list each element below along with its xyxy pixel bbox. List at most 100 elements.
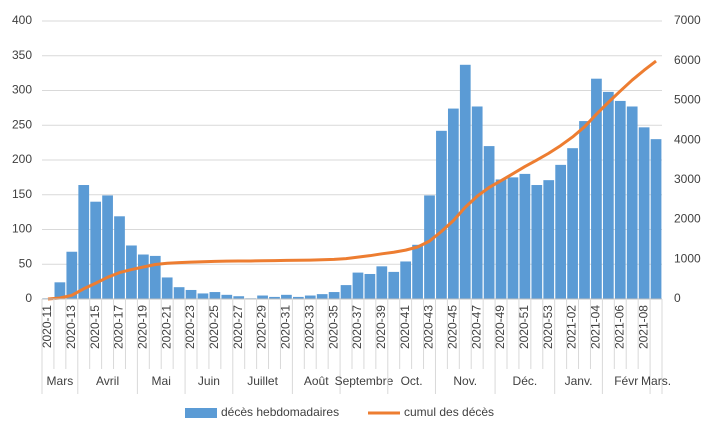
month-label: Nov. bbox=[453, 374, 477, 388]
bar bbox=[412, 244, 423, 299]
y2-tick-label: 0 bbox=[674, 291, 681, 305]
y-tick-label: 200 bbox=[12, 152, 32, 166]
bar bbox=[483, 146, 495, 299]
x-tick-label: 2021-02 bbox=[565, 305, 579, 349]
x-tick-label: 2020-31 bbox=[279, 305, 293, 349]
bar bbox=[66, 251, 78, 299]
y-tick-label: 50 bbox=[19, 256, 33, 270]
bar bbox=[400, 261, 412, 299]
month-label: Août bbox=[304, 374, 329, 388]
month-label: Févr bbox=[614, 374, 638, 388]
bar bbox=[352, 272, 364, 299]
x-tick-label: 2020-27 bbox=[231, 305, 245, 349]
y2-tick-label: 6000 bbox=[674, 53, 701, 67]
x-tick-label: 2020-43 bbox=[422, 305, 436, 349]
x-tick-label: 2020-29 bbox=[255, 305, 269, 349]
y-tick-label: 400 bbox=[12, 13, 32, 27]
bar bbox=[436, 130, 447, 299]
y-tick-label: 250 bbox=[12, 117, 32, 131]
bar bbox=[447, 108, 459, 299]
x-tick-label: 2020-49 bbox=[493, 305, 507, 349]
x-tick-label: 2020-35 bbox=[326, 305, 340, 349]
x-tick-label: 2020-39 bbox=[374, 305, 388, 349]
bar bbox=[519, 173, 531, 299]
month-label: Mai bbox=[152, 374, 171, 388]
bar bbox=[221, 294, 233, 299]
bar bbox=[78, 185, 90, 299]
bar bbox=[185, 289, 197, 299]
x-tick-label: 2020-13 bbox=[64, 305, 78, 349]
legend-swatch bbox=[185, 408, 217, 418]
y2-tick-label: 1000 bbox=[674, 251, 701, 265]
month-label: Septembre bbox=[335, 374, 394, 388]
bar bbox=[459, 64, 471, 299]
bar bbox=[495, 179, 507, 299]
bar bbox=[388, 271, 400, 299]
bar bbox=[209, 292, 221, 299]
x-tick-label: 2020-17 bbox=[112, 305, 126, 349]
bar bbox=[579, 121, 590, 299]
bar bbox=[376, 266, 388, 299]
bar bbox=[161, 277, 173, 299]
month-label: Janv. bbox=[565, 374, 593, 388]
x-tick-label: 2020-53 bbox=[541, 305, 555, 349]
x-tick-label: 2020-51 bbox=[517, 305, 531, 349]
x-tick-label: 2020-19 bbox=[136, 305, 150, 349]
x-tick-label: 2021-08 bbox=[636, 305, 650, 349]
month-label: Mars. bbox=[641, 374, 671, 388]
y2-tick-label: 5000 bbox=[674, 93, 701, 107]
bar bbox=[567, 148, 578, 299]
bar bbox=[114, 216, 125, 299]
bar bbox=[507, 177, 519, 299]
bar bbox=[233, 296, 245, 299]
bar bbox=[197, 293, 209, 299]
bar bbox=[531, 185, 543, 299]
month-label: Oct. bbox=[401, 374, 423, 388]
x-tick-label: 2020-21 bbox=[159, 305, 173, 349]
y-tick-label: 300 bbox=[12, 83, 32, 97]
bar bbox=[102, 195, 113, 299]
bar bbox=[591, 78, 602, 299]
month-label: Déc. bbox=[513, 374, 538, 388]
bar bbox=[54, 282, 66, 299]
month-label: Avril bbox=[96, 374, 119, 388]
x-tick-label: 2020-25 bbox=[207, 305, 221, 349]
bar bbox=[304, 295, 316, 299]
x-tick-label: 2021-04 bbox=[589, 305, 603, 349]
x-tick-label: 2021-06 bbox=[612, 305, 626, 349]
bar bbox=[90, 201, 102, 299]
y2-tick-label: 7000 bbox=[674, 13, 701, 27]
month-label: Juin bbox=[198, 374, 220, 388]
bar bbox=[471, 106, 483, 299]
bar bbox=[555, 164, 567, 299]
bar bbox=[614, 100, 626, 299]
bar bbox=[316, 294, 328, 299]
bar bbox=[281, 294, 292, 299]
bar bbox=[638, 127, 650, 300]
x-tick-label: 2020-11 bbox=[40, 305, 54, 348]
bar bbox=[626, 106, 638, 299]
legend-label: cumul des décès bbox=[404, 405, 494, 419]
line bbox=[47, 59, 657, 301]
bar bbox=[137, 254, 149, 299]
x-tick-label: 2020-45 bbox=[446, 305, 460, 349]
y-tick-label: 0 bbox=[25, 291, 32, 305]
month-label: Juillet bbox=[247, 374, 278, 388]
bar bbox=[126, 245, 137, 299]
bar bbox=[602, 91, 614, 299]
y-tick-label: 350 bbox=[12, 48, 32, 62]
bar bbox=[543, 180, 555, 299]
bar bbox=[650, 139, 662, 299]
x-tick-label: 2020-37 bbox=[350, 305, 364, 349]
y2-tick-label: 2000 bbox=[674, 212, 701, 226]
y-tick-label: 100 bbox=[12, 222, 32, 236]
x-tick-label: 2020-47 bbox=[469, 305, 483, 349]
y2-tick-label: 4000 bbox=[674, 132, 701, 146]
bar bbox=[269, 296, 280, 299]
bar bbox=[173, 287, 185, 299]
bar bbox=[328, 292, 340, 299]
bar bbox=[257, 295, 268, 299]
bar bbox=[149, 255, 161, 299]
month-label: Mars bbox=[47, 374, 74, 388]
x-tick-label: 2020-41 bbox=[398, 305, 412, 349]
